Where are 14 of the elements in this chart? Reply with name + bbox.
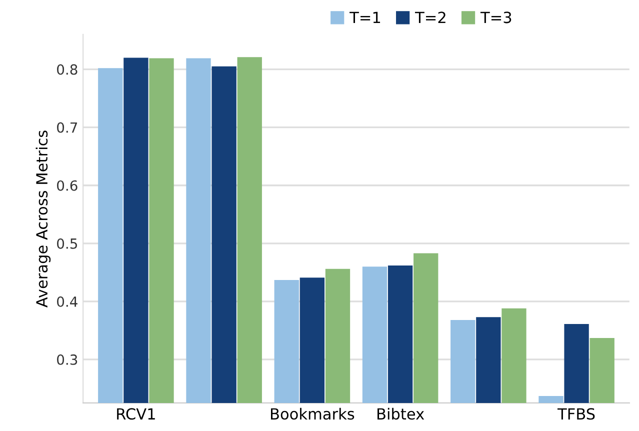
x-tick-label: TFBS bbox=[557, 408, 595, 420]
x-tick-label: RCV1 bbox=[117, 408, 155, 420]
legend-label: T=1 bbox=[350, 12, 380, 23]
y-axis-title: Average Across Metrics bbox=[36, 130, 51, 308]
y-tick-label: 0.4 bbox=[57, 296, 78, 307]
y-tick-label: 0.8 bbox=[57, 64, 78, 75]
x-tick-label: Bibtex bbox=[378, 408, 424, 420]
y-tick-label: 0.3 bbox=[57, 354, 78, 365]
legend-label: T=2 bbox=[415, 12, 446, 23]
legend-label: T=3 bbox=[480, 12, 512, 24]
x-tick-label: Bookmarks bbox=[271, 408, 354, 420]
y-tick-label: 0.7 bbox=[57, 122, 78, 133]
y-tick-label: 0.6 bbox=[57, 180, 78, 191]
y-tick-label: 0.5 bbox=[57, 238, 77, 249]
